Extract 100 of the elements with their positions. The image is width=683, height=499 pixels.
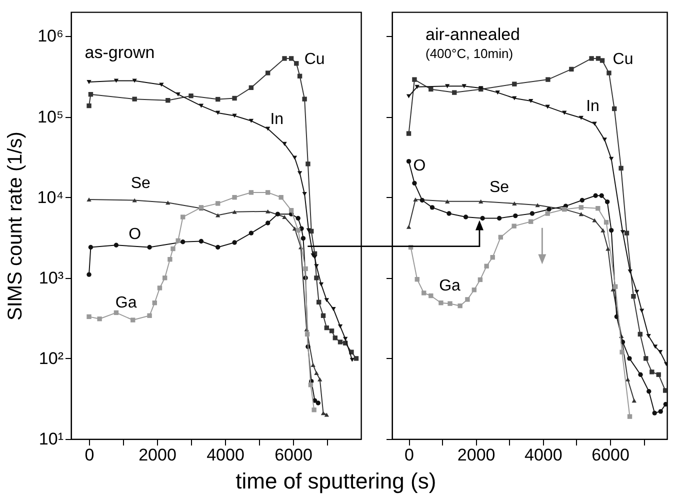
point [512,224,516,228]
x-tick-label: 6000 [592,446,630,464]
point [632,398,636,403]
point [296,216,300,221]
point [266,190,270,195]
series-label: Se [489,179,510,196]
point [624,230,630,236]
point [216,244,220,250]
point [428,86,434,92]
point [446,211,452,216]
point [546,206,552,212]
point [593,193,598,198]
x-axis-title: time of sputtering (s) [236,468,436,494]
point [132,96,137,102]
point [627,356,632,361]
point [288,208,294,213]
y-tick-label: 10¹ [38,430,64,448]
point [662,388,667,393]
x-tick-label: 4000 [524,446,562,464]
point [478,277,483,282]
text: air-annealed [426,25,520,44]
point [613,284,618,289]
point [414,84,420,89]
point [297,171,302,176]
point [97,316,102,322]
point [302,192,307,196]
point [463,214,468,220]
point [650,370,654,374]
point [86,80,92,84]
point [312,408,316,412]
point [638,332,643,337]
point [596,56,601,61]
point [130,318,136,322]
point [656,372,661,377]
point [176,238,180,243]
point [465,297,470,302]
point [512,82,517,86]
series-label: In [586,98,600,115]
point [316,300,322,304]
point [592,122,597,126]
point [480,216,485,221]
point [232,114,237,118]
point [354,356,359,361]
point [658,409,663,414]
point [658,350,663,354]
point [306,162,310,166]
point [406,158,412,164]
point [324,412,330,417]
point [602,138,607,142]
point [157,286,162,290]
point [266,209,270,214]
point [320,313,326,318]
point [620,350,624,354]
point [318,282,324,286]
point [132,198,137,202]
point [546,77,550,82]
point [652,410,657,416]
point [114,78,119,83]
point [248,85,254,90]
point [430,205,435,210]
point [314,264,319,268]
point [578,212,584,216]
point [444,199,450,204]
point [618,166,624,171]
point [448,301,452,306]
point [248,190,254,195]
point [338,340,343,344]
point [338,324,343,328]
point [232,96,237,101]
point [438,300,444,306]
point [329,328,334,334]
point [170,246,176,252]
point [545,211,550,216]
point [420,198,425,203]
point [478,199,484,204]
point [266,126,270,131]
point [318,377,322,382]
point [332,336,338,340]
point [512,96,517,100]
point [320,411,326,416]
point [88,92,94,97]
series-label: Cu [304,50,325,68]
point [580,198,584,203]
point [292,156,298,160]
point [604,199,610,204]
point [412,180,417,186]
point [535,203,540,208]
point [528,219,534,224]
point [248,118,254,123]
point [422,290,426,296]
point [634,290,640,294]
point [644,356,648,361]
point [310,362,316,367]
point [314,370,319,376]
point [275,212,280,216]
point [152,300,157,306]
series-label: Ga [439,277,461,294]
point [600,58,605,63]
point [498,234,504,240]
point [316,400,321,406]
